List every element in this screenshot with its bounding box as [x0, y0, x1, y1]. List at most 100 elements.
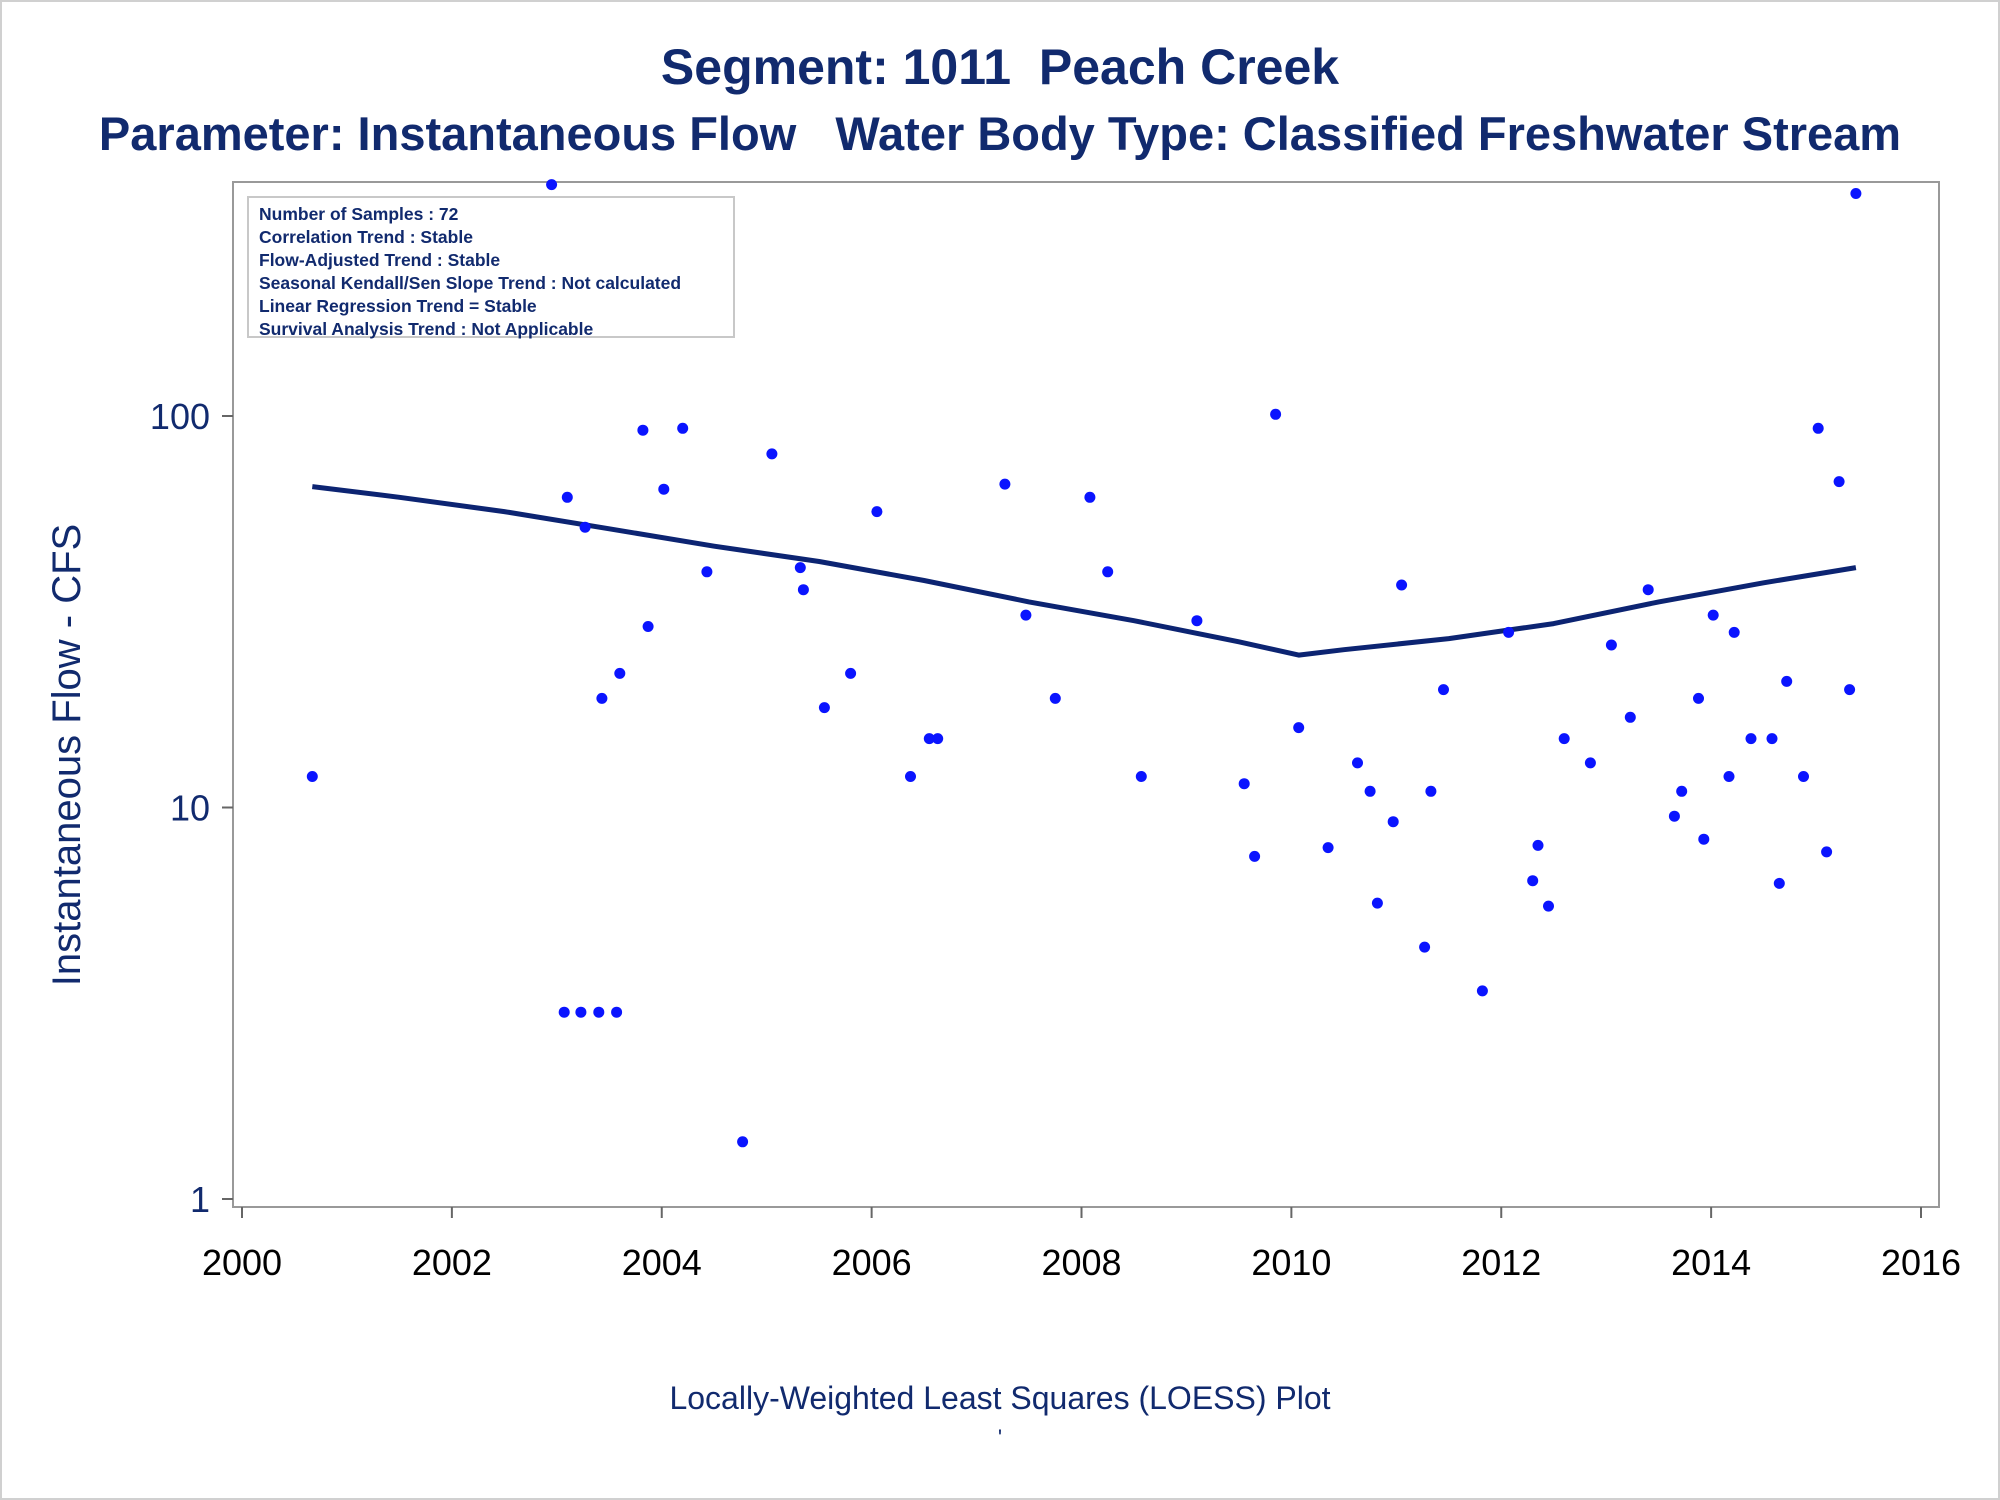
x-tick-label: 2012: [1461, 1242, 1541, 1283]
footnote-mark: ': [997, 1425, 1003, 1450]
data-point: [766, 448, 778, 460]
data-point: [1723, 771, 1735, 782]
data-point: [1781, 675, 1793, 687]
data-point: [1249, 850, 1261, 862]
data-point: [1084, 491, 1096, 503]
data-point: [1387, 816, 1399, 828]
data-point: [1371, 897, 1383, 909]
data-point: [932, 733, 944, 745]
data-point: [797, 584, 809, 596]
y-axis-label: Instantaneous Flow - CFS: [45, 524, 89, 986]
data-point: [677, 422, 689, 434]
data-point: [1322, 842, 1334, 854]
x-tick-label: 2000: [202, 1242, 282, 1283]
data-point: [575, 1006, 587, 1018]
footnote: Locally-Weighted Least Squares (LOESS) P…: [669, 1380, 1331, 1416]
data-point: [1844, 684, 1856, 696]
data-point: [1707, 609, 1719, 621]
data-point: [1543, 900, 1554, 912]
data-point: [818, 702, 830, 714]
data-point: [701, 566, 713, 578]
data-point: [1102, 566, 1114, 578]
data-point: [1352, 757, 1363, 769]
data-point: [905, 771, 916, 782]
data-point: [614, 667, 626, 679]
data-point: [658, 483, 670, 495]
x-tick-label: 2004: [622, 1242, 702, 1283]
data-point: [1766, 733, 1778, 745]
x-tick-label: 2008: [1041, 1242, 1121, 1283]
data-point: [1049, 692, 1061, 704]
data-point: [1821, 846, 1833, 858]
data-point: [737, 1136, 749, 1148]
data-point: [1676, 785, 1688, 797]
data-point: [1532, 839, 1544, 851]
data-point: [871, 506, 883, 518]
chart-subtitle: Parameter: Instantaneous Flow Water Body…: [98, 107, 1902, 160]
data-point: [1850, 188, 1862, 199]
data-point: [1527, 875, 1539, 887]
stat-correlation-trend: Correlation Trend : Stable: [259, 227, 473, 247]
data-point: [1438, 684, 1449, 696]
data-point: [1745, 733, 1757, 745]
data-point: [1558, 733, 1570, 745]
data-point: [1624, 711, 1636, 723]
data-point: [1270, 408, 1282, 420]
y-axis: 1 10 100: [150, 182, 234, 1220]
data-point: [1728, 626, 1740, 638]
data-point: [1773, 877, 1785, 889]
stat-seasonal-kendall: Seasonal Kendall/Sen Slope Trend : Not c…: [259, 273, 682, 293]
loess-line: [311, 484, 1857, 658]
data-point: [1419, 941, 1431, 953]
y-tick-label: 10: [170, 788, 210, 829]
x-tick-label: 2016: [1881, 1242, 1961, 1283]
data-point: [1698, 833, 1710, 845]
x-tick-label: 2006: [832, 1242, 912, 1283]
data-point: [596, 692, 608, 704]
data-point: [1833, 476, 1845, 488]
data-point: [1798, 771, 1809, 782]
data-point: [1693, 692, 1704, 704]
data-point: [1238, 778, 1250, 790]
stat-survival-analysis: Survival Analysis Trend : Not Applicable: [259, 319, 594, 339]
data-point: [845, 667, 857, 679]
data-point: [999, 478, 1011, 490]
y-tick-label: 1: [190, 1179, 210, 1220]
data-point: [1396, 579, 1408, 591]
data-point: [1293, 722, 1305, 734]
data-point: [1503, 626, 1515, 638]
data-point: [306, 771, 318, 782]
x-axis: 2000 2002 2004 2006 2008 2010 2012 2014 2016: [202, 1206, 1961, 1283]
y-tick-label: 100: [150, 396, 210, 437]
stats-box: Number of Samples : 72 Correlation Trend…: [247, 196, 735, 339]
data-point: [546, 179, 558, 191]
data-point: [1191, 615, 1203, 627]
data-point: [611, 1006, 623, 1018]
x-tick-label: 2010: [1251, 1242, 1331, 1283]
data-point: [1668, 810, 1680, 822]
data-point: [1642, 584, 1654, 596]
data-point: [1605, 639, 1617, 651]
stat-linear-regression: Linear Regression Trend = Stable: [259, 296, 537, 316]
data-point: [794, 562, 806, 574]
data-point: [561, 491, 573, 503]
chart-title: Segment: 1011 Peach Creek: [660, 39, 1340, 95]
data-point: [642, 621, 654, 632]
data-point: [1476, 985, 1488, 997]
data-point: [1135, 771, 1147, 782]
data-point: [579, 521, 591, 533]
data-point: [923, 733, 935, 745]
data-point: [1020, 609, 1032, 621]
data-point: [558, 1006, 570, 1018]
stat-samples: Number of Samples : 72: [259, 204, 459, 224]
data-point: [637, 424, 649, 436]
data-point: [1584, 757, 1596, 769]
data-point: [1425, 785, 1437, 797]
data-point: [1364, 785, 1376, 797]
x-tick-label: 2002: [412, 1242, 492, 1283]
stat-flow-adjusted-trend: Flow-Adjusted Trend : Stable: [259, 250, 501, 270]
x-tick-label: 2014: [1671, 1242, 1751, 1283]
data-point: [1812, 422, 1824, 434]
data-point: [593, 1006, 605, 1018]
